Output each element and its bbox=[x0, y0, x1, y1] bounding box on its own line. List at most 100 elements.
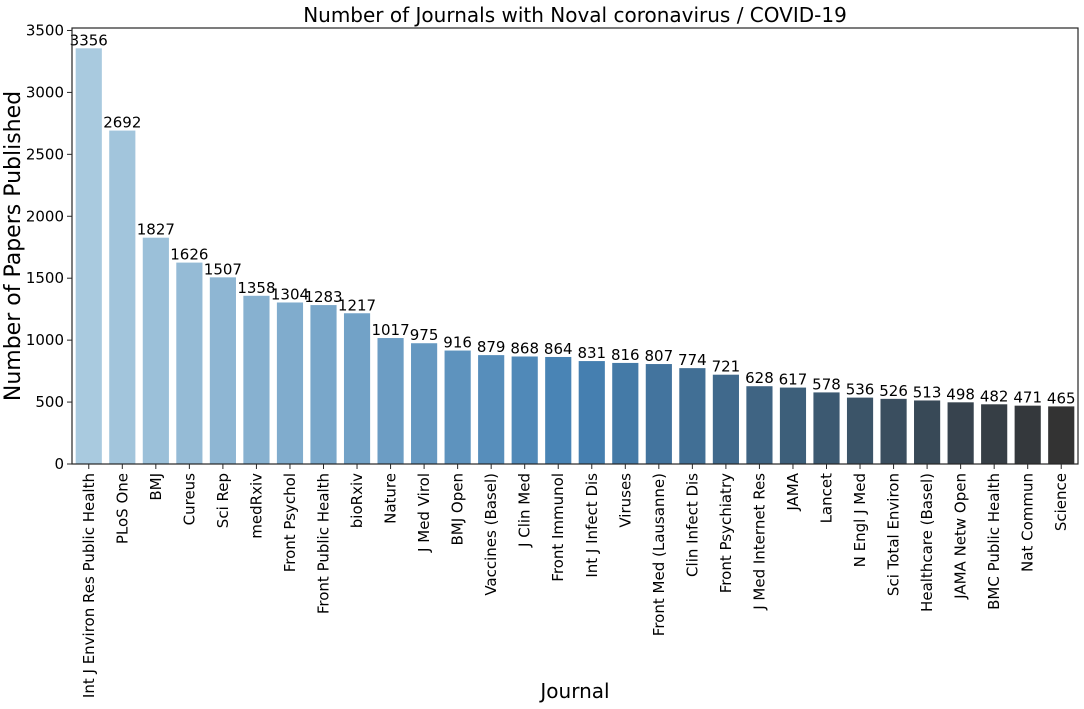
chart-title: Number of Journals with Noval coronaviru… bbox=[303, 3, 847, 27]
bar bbox=[746, 386, 773, 464]
value-label: 617 bbox=[779, 371, 808, 389]
bar bbox=[846, 397, 874, 464]
y-tick-label: 0 bbox=[54, 455, 64, 473]
value-label: 1017 bbox=[371, 321, 409, 339]
plot-frame bbox=[71, 27, 1079, 465]
x-tick-label: Front Psychol bbox=[281, 473, 299, 572]
x-tick-label: Front Psychiatry bbox=[717, 473, 735, 593]
x-tick-label: JAMA Netw Open bbox=[952, 473, 970, 600]
value-label: 3356 bbox=[70, 31, 108, 49]
value-label: 471 bbox=[1013, 389, 1042, 407]
x-tick-label: BMJ Open bbox=[449, 473, 467, 546]
bar bbox=[779, 387, 807, 464]
bar bbox=[1014, 405, 1041, 464]
x-tick-label: Cureus bbox=[180, 473, 198, 526]
value-label: 1358 bbox=[237, 279, 275, 297]
value-label: 1283 bbox=[304, 288, 342, 306]
bar bbox=[411, 343, 438, 464]
x-tick-label: N Engl J Med bbox=[851, 473, 869, 567]
bar bbox=[377, 338, 404, 464]
bar bbox=[444, 350, 471, 464]
x-axis-label: Journal bbox=[538, 679, 609, 703]
x-tick-label: Sci Total Environ bbox=[885, 473, 903, 596]
x-tick-label: BMJ bbox=[147, 473, 165, 501]
x-tick-label: Nature bbox=[382, 473, 400, 524]
value-label: 774 bbox=[678, 351, 707, 369]
bar bbox=[947, 402, 974, 464]
bar bbox=[712, 374, 739, 464]
y-axis-label: Number of Papers Published bbox=[1, 91, 26, 401]
bar bbox=[1048, 406, 1075, 464]
bar bbox=[511, 356, 538, 464]
y-tick-label: 1000 bbox=[26, 331, 64, 349]
x-tick-label: J Med Virol bbox=[415, 473, 433, 553]
x-tick-label: Int J Environ Res Public Health bbox=[80, 473, 98, 698]
x-tick-label: J Clin Med bbox=[516, 473, 534, 548]
value-label: 2692 bbox=[103, 114, 141, 132]
value-label: 1827 bbox=[137, 221, 175, 239]
bar bbox=[813, 392, 840, 464]
y-tick-label: 1500 bbox=[26, 269, 64, 287]
bar bbox=[343, 313, 371, 464]
bar bbox=[545, 356, 572, 464]
x-tick-label: Clin Infect Dis bbox=[683, 473, 701, 577]
x-tick-label: Vaccines (Basel) bbox=[482, 473, 500, 596]
bar bbox=[142, 237, 169, 464]
bar bbox=[578, 361, 605, 464]
bar bbox=[645, 364, 672, 464]
x-tick-label: PLoS One bbox=[113, 473, 131, 544]
x-tick-label: medRxiv bbox=[247, 473, 265, 539]
value-label: 1507 bbox=[204, 260, 242, 278]
bar bbox=[880, 398, 907, 464]
value-label: 864 bbox=[544, 340, 573, 358]
bar bbox=[981, 404, 1008, 464]
x-tick-label: Lancet bbox=[818, 473, 836, 524]
value-label: 628 bbox=[745, 369, 774, 387]
bar bbox=[478, 355, 505, 464]
bar bbox=[109, 130, 136, 464]
y-tick-label: 2000 bbox=[26, 207, 64, 225]
value-label: 578 bbox=[812, 375, 841, 393]
x-tick-label: Viruses bbox=[616, 473, 634, 528]
value-label: 807 bbox=[645, 347, 674, 365]
x-tick-label: J Med Internet Res bbox=[750, 473, 768, 611]
bar bbox=[310, 305, 337, 464]
value-label: 721 bbox=[712, 358, 741, 376]
x-tick-label: Nat Commun bbox=[1019, 473, 1037, 572]
y-axis-ticks: 0 500 1000 1500 2000 2500 3000 3500 bbox=[26, 21, 72, 473]
bars-group bbox=[75, 48, 1075, 465]
value-label: 536 bbox=[846, 381, 875, 399]
value-label: 816 bbox=[611, 346, 640, 364]
x-tick-label: Int J Infect Dis bbox=[583, 473, 601, 578]
bar bbox=[75, 48, 102, 465]
value-label: 513 bbox=[913, 383, 942, 401]
x-tick-label: Healthcare (Basel) bbox=[918, 473, 936, 612]
x-tick-label: JAMA bbox=[784, 472, 802, 511]
x-tick-label: Front Public Health bbox=[315, 473, 333, 614]
value-label: 465 bbox=[1047, 389, 1076, 407]
value-label: 482 bbox=[980, 387, 1009, 405]
bar bbox=[276, 302, 304, 464]
value-label: 831 bbox=[577, 344, 606, 362]
bar bbox=[176, 262, 203, 464]
value-label: 1626 bbox=[170, 246, 208, 264]
x-tick-label: bioRxiv bbox=[348, 473, 366, 528]
value-label: 916 bbox=[443, 334, 472, 352]
y-tick-label: 3000 bbox=[26, 83, 64, 101]
y-tick-label: 500 bbox=[35, 393, 64, 411]
value-label: 868 bbox=[510, 339, 539, 357]
x-tick-label: Front Immunol bbox=[549, 473, 567, 582]
bar bbox=[679, 368, 706, 464]
value-label: 1304 bbox=[271, 285, 309, 303]
x-tick-label: Front Med (Lausanne) bbox=[650, 473, 668, 636]
bar bbox=[243, 295, 270, 464]
value-label: 526 bbox=[879, 382, 908, 400]
y-tick-label: 2500 bbox=[26, 145, 64, 163]
bar bbox=[209, 277, 236, 464]
value-label: 879 bbox=[477, 338, 506, 356]
bar bbox=[914, 400, 941, 464]
x-tick-label: BMC Public Health bbox=[985, 473, 1003, 610]
bar bbox=[612, 362, 639, 464]
